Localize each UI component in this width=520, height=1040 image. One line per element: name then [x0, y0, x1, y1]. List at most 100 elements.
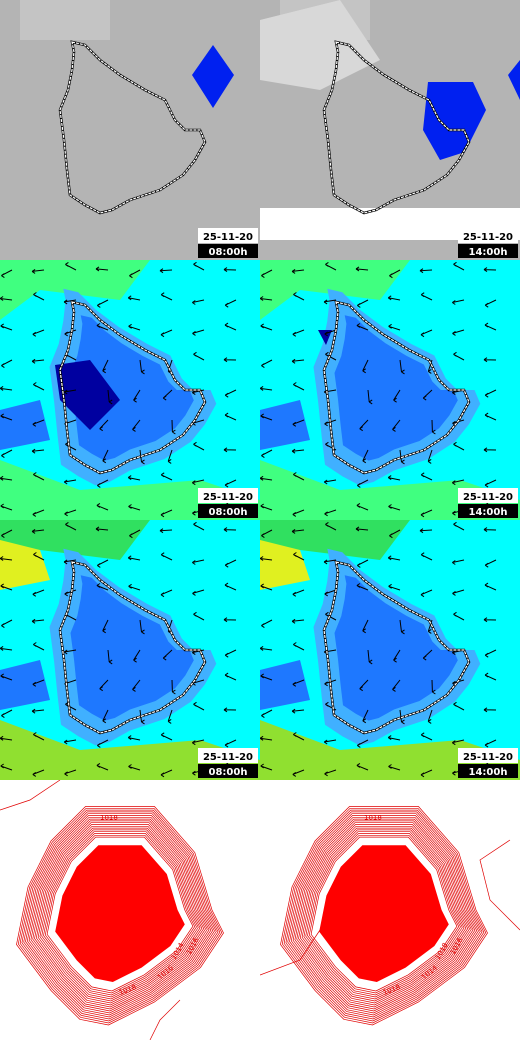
- time-label: 14:00h: [469, 507, 508, 518]
- wind-arrow: [419, 528, 433, 534]
- wind-arrow: [192, 739, 205, 746]
- isobar: [310, 836, 458, 992]
- wind-arrow: [484, 649, 497, 658]
- wind-arrow: [393, 389, 401, 403]
- wind-arrow: [160, 732, 173, 741]
- field: [334, 575, 458, 721]
- precip: [192, 45, 234, 108]
- wind-arrow: [260, 673, 273, 681]
- wind-arrow: [0, 763, 13, 771]
- wind-arrow: [162, 649, 173, 661]
- wind-arrow: [63, 649, 77, 655]
- wind-arrow: [139, 359, 145, 375]
- wind-arrow: [388, 583, 401, 591]
- time-label: 08:00h: [209, 247, 248, 258]
- wind-arrow: [64, 769, 77, 777]
- time-box: [198, 764, 258, 778]
- date-box: [198, 488, 258, 503]
- wind-arrow: [325, 261, 337, 271]
- wind-arrow: [32, 589, 45, 597]
- wind-arrow: [453, 521, 465, 531]
- date-label: 25-11-20: [463, 492, 513, 503]
- wind-arrow: [452, 589, 465, 596]
- isobar: [299, 825, 469, 1004]
- isobar: [290, 816, 478, 1014]
- wind-arrow: [0, 323, 13, 331]
- wind-arrow: [107, 649, 113, 665]
- wind-arrow: [356, 502, 369, 511]
- field: [70, 315, 194, 461]
- wind-arrow: [293, 552, 305, 561]
- field: [260, 400, 310, 450]
- wind-arrow: [171, 679, 176, 695]
- wind-arrow: [362, 619, 369, 634]
- wind-arrow: [293, 642, 305, 651]
- wind-arrow: [392, 679, 401, 692]
- wind-arrow: [261, 269, 273, 279]
- wind-arrow: [224, 739, 237, 748]
- wind-arrow: [128, 504, 141, 511]
- wind-arrow: [483, 267, 497, 273]
- wind-arrow: [107, 389, 113, 405]
- field: [334, 315, 458, 461]
- wind-arrow: [483, 527, 497, 533]
- map-panel: 25-11-20 14:00h: [260, 520, 520, 780]
- wind-arrow: [167, 709, 173, 724]
- field: [55, 360, 120, 430]
- wind-arrow: [224, 299, 237, 308]
- wind-arrow: [0, 673, 13, 681]
- wind-arrow: [1, 269, 13, 279]
- isobar: [287, 813, 481, 1018]
- field: [318, 330, 332, 345]
- wind-arrow: [393, 649, 401, 663]
- coastline: [59, 301, 206, 474]
- wind-arrow: [0, 413, 13, 421]
- wind-arrow: [133, 389, 141, 403]
- wind-arrow: [325, 351, 337, 361]
- wind-arrow: [431, 419, 436, 435]
- wind-arrow: [171, 419, 176, 435]
- wind-arrow: [292, 679, 305, 687]
- isobar: [16, 806, 224, 1026]
- isobar: [281, 807, 487, 1024]
- isobar: [280, 806, 488, 1026]
- isobar: [301, 827, 467, 1002]
- wind-arrow: [0, 296, 13, 301]
- wind-arrow: [0, 475, 13, 481]
- wind-arrow: [260, 323, 273, 331]
- wind-arrow: [291, 358, 305, 364]
- wind-arrow: [291, 268, 305, 274]
- wind-arrow: [129, 269, 141, 279]
- wind-arrow: [97, 479, 109, 488]
- wind-arrow: [484, 739, 497, 748]
- date-label: 25-11-20: [463, 232, 513, 243]
- isobar: [307, 833, 461, 996]
- wind-arrow: [128, 323, 141, 331]
- wind-arrow: [224, 649, 237, 658]
- wind-arrow: [160, 292, 173, 301]
- wind-arrow: [292, 509, 305, 517]
- field: [0, 720, 260, 780]
- wind-arrow: [323, 479, 337, 485]
- wind-arrow: [1, 709, 13, 719]
- field: [0, 540, 50, 590]
- wind-arrow: [357, 559, 369, 568]
- date-box: [458, 488, 518, 503]
- wind-arrow: [160, 769, 173, 778]
- wind-arrow: [193, 611, 205, 621]
- isobar: [289, 815, 479, 1016]
- wind-arrow: [127, 295, 141, 301]
- background: [0, 0, 260, 260]
- wind-arrow: [367, 649, 373, 665]
- wind-arrow: [224, 322, 237, 331]
- date-label: 25-11-20: [203, 492, 253, 503]
- wind-arrow: [293, 292, 305, 301]
- wind-arrow: [63, 739, 77, 745]
- wind-arrow: [387, 555, 401, 561]
- wind-arrow: [483, 357, 497, 363]
- wind-arrow: [261, 619, 273, 629]
- map-panel: 25-11-20 08:00h: [0, 260, 260, 520]
- field: [260, 260, 410, 320]
- field: [0, 460, 260, 520]
